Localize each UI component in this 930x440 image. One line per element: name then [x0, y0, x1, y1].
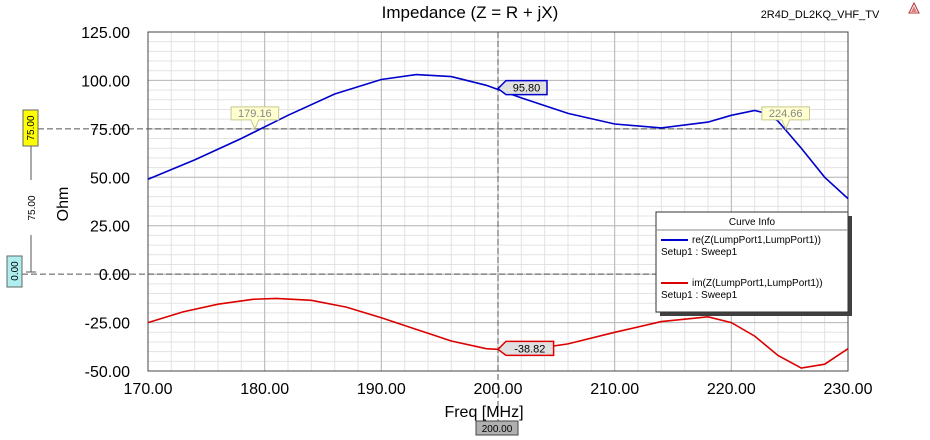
- x-tick-label-6: 230.00: [824, 381, 873, 398]
- hline-tag-75[interactable]: 75.00: [22, 109, 39, 147]
- legend-title: Curve Info: [729, 217, 776, 228]
- x-tick-label-2: 190.00: [357, 381, 406, 398]
- project-name: 2R4D_DL2KQ_VHF_TV: [761, 9, 880, 21]
- x-tick-label-5: 220.00: [707, 381, 756, 398]
- y-tick-labels: 125.00 100.00 75.00 50.00 25.00 0.00 -25.00 -50…: [81, 25, 130, 381]
- marker-box-0[interactable]: [496, 79, 548, 96]
- project-icon[interactable]: [908, 1, 920, 14]
- marker-layer: 95.80 -38.82 179.16 224.66: [230, 79, 810, 357]
- legend-entry-im[interactable]: im(Z(LumpPort1,LumpPort1)) Setup1 : Swee…: [661, 278, 823, 301]
- marker-box-3[interactable]: [761, 106, 810, 131]
- y-tick-label-7: -50.00: [85, 364, 130, 381]
- vline-tag-200-label: 200.00: [482, 424, 513, 435]
- marker-label-0: 95.80: [513, 83, 541, 95]
- y-tick-label-0: 125.00: [81, 25, 130, 42]
- hline-tag-75-label: 75.00: [26, 115, 37, 140]
- delta-bracket: 75.00: [26, 146, 38, 273]
- legend-label-im: im(Z(LumpPort1,LumpPort1)): [692, 278, 823, 289]
- marker-label-3: 224.66: [769, 108, 803, 120]
- legend-setup-im: Setup1 : Sweep1: [661, 290, 738, 301]
- delta-label: 75.00: [27, 195, 38, 220]
- x-tick-labels: 170.00 180.00 190.00 200.00 210.00 220.00 230.…: [124, 381, 873, 398]
- y-tick-label-3: 50.00: [90, 170, 130, 187]
- marker-label-2: 179.16: [238, 108, 272, 120]
- x-tick-label-0: 170.00: [124, 381, 173, 398]
- legend-label-re: re(Z(LumpPort1,LumpPort1)): [692, 235, 821, 246]
- chart-title: Impedance (Z = R + jX): [382, 3, 559, 22]
- y-tick-label-5: 0.00: [99, 267, 130, 284]
- hline-tag-0[interactable]: 0.00: [6, 255, 23, 288]
- y-tick-label-4: 25.00: [90, 219, 130, 236]
- y-axis-label: Ohm: [55, 187, 72, 222]
- vline-tag-200[interactable]: 200.00: [475, 420, 519, 436]
- hline-tag-0-label: 0.00: [10, 261, 21, 281]
- legend-entry-re[interactable]: re(Z(LumpPort1,LumpPort1)) Setup1 : Swee…: [661, 235, 821, 258]
- y-tick-label-2: 75.00: [90, 122, 130, 139]
- legend[interactable]: Curve Info re(Z(LumpPort1,LumpPort1)) Se…: [655, 211, 852, 316]
- marker-box-2[interactable]: [230, 106, 280, 131]
- x-axis-label: Freq [MHz]: [444, 404, 523, 421]
- y-tick-label-1: 100.00: [81, 73, 130, 90]
- x-tick-label-4: 210.00: [590, 381, 639, 398]
- marker-box-1[interactable]: [496, 340, 555, 357]
- y-tick-label-6: -25.00: [85, 316, 130, 333]
- x-tick-label-3: 200.00: [474, 381, 523, 398]
- legend-setup-re: Setup1 : Sweep1: [661, 247, 738, 258]
- marker-label-1: -38.82: [514, 343, 545, 355]
- x-tick-label-1: 180.00: [240, 381, 289, 398]
